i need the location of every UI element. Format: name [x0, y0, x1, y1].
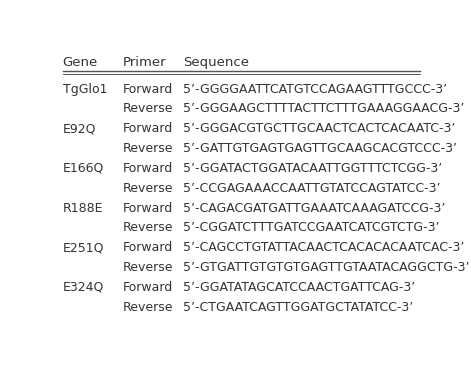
Text: Forward: Forward	[123, 122, 173, 135]
Text: Reverse: Reverse	[123, 261, 173, 274]
Text: Reverse: Reverse	[123, 221, 173, 234]
Text: Gene: Gene	[63, 56, 98, 69]
Text: Reverse: Reverse	[123, 182, 173, 195]
Text: Sequence: Sequence	[183, 56, 249, 69]
Text: Forward: Forward	[123, 281, 173, 294]
Text: Reverse: Reverse	[123, 301, 173, 314]
Text: 5’-GGATATAGCATCCAACTGATTCAG-3’: 5’-GGATATAGCATCCAACTGATTCAG-3’	[183, 281, 415, 294]
Text: 5’-CAGACGATGATTGAAATCAAAGATCCG-3’: 5’-CAGACGATGATTGAAATCAAAGATCCG-3’	[183, 202, 446, 214]
Text: E251Q: E251Q	[63, 241, 104, 254]
Text: E324Q: E324Q	[63, 281, 104, 294]
Text: 5’-GGGAAGCTTTTACTTCTTTGAAAGGAACG-3’: 5’-GGGAAGCTTTTACTTCTTTGAAAGGAACG-3’	[183, 102, 464, 115]
Text: Forward: Forward	[123, 241, 173, 254]
Text: 5’-CAGCCTGTATTACAACTCACACACAATCAC-3’: 5’-CAGCCTGTATTACAACTCACACACAATCAC-3’	[183, 241, 464, 254]
Text: Forward: Forward	[123, 83, 173, 96]
Text: 5’-CGGATCTTTGATCCGAATCATCGTCTG-3’: 5’-CGGATCTTTGATCCGAATCATCGTCTG-3’	[183, 221, 439, 234]
Text: 5’-CCGAGAAACCAATTGTATCCAGTATCC-3’: 5’-CCGAGAAACCAATTGTATCCAGTATCC-3’	[183, 182, 440, 195]
Text: 5’-GGGGAATTCATGTCCAGAAGTTTGCCC-3’: 5’-GGGGAATTCATGTCCAGAAGTTTGCCC-3’	[183, 83, 447, 96]
Text: R188E: R188E	[63, 202, 103, 214]
Text: Forward: Forward	[123, 202, 173, 214]
Text: Primer: Primer	[123, 56, 166, 69]
Text: 5’-GGATACTGGATACAATTGGTTTCTCGG-3’: 5’-GGATACTGGATACAATTGGTTTCTCGG-3’	[183, 162, 442, 175]
Text: Forward: Forward	[123, 162, 173, 175]
Text: Reverse: Reverse	[123, 142, 173, 155]
Text: E92Q: E92Q	[63, 122, 96, 135]
Text: 5’-GGGACGTGCTTGCAACTCACTCACAATC-3’: 5’-GGGACGTGCTTGCAACTCACTCACAATC-3’	[183, 122, 455, 135]
Text: 5’-GTGATTGTGTGTGAGTTGTAATACAGGCTG-3’: 5’-GTGATTGTGTGTGAGTTGTAATACAGGCTG-3’	[183, 261, 470, 274]
Text: Reverse: Reverse	[123, 102, 173, 115]
Text: 5’-GATTGTGAGTGAGTTGCAAGCACGTCCC-3’: 5’-GATTGTGAGTGAGTTGCAAGCACGTCCC-3’	[183, 142, 457, 155]
Text: E166Q: E166Q	[63, 162, 104, 175]
Text: 5’-CTGAATCAGTTGGATGCTATATCC-3’: 5’-CTGAATCAGTTGGATGCTATATCC-3’	[183, 301, 413, 314]
Text: TgGlo1: TgGlo1	[63, 83, 107, 96]
